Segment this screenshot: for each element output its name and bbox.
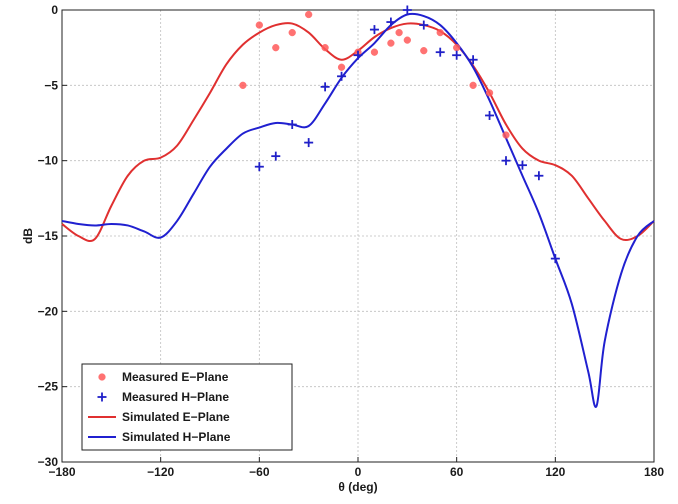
legend-label: Measured E−Plane — [122, 370, 229, 384]
y-tick-label: −15 — [38, 229, 59, 243]
data-point — [419, 20, 429, 30]
data-point — [337, 63, 346, 71]
data-point — [387, 39, 395, 47]
x-tick-label: 0 — [355, 465, 362, 479]
data-point — [501, 156, 511, 166]
data-point — [369, 25, 379, 35]
x-tick-label: −120 — [147, 465, 174, 479]
data-point — [239, 81, 247, 89]
legend-swatch — [98, 373, 106, 381]
legend-box — [81, 363, 293, 451]
data-point — [395, 28, 403, 37]
data-point — [272, 44, 280, 52]
data-point — [320, 82, 330, 92]
data-point — [321, 44, 329, 52]
legend-swatch — [97, 392, 107, 402]
series-line-3 — [61, 12, 655, 408]
data-point — [370, 48, 379, 56]
y-tick-label: −5 — [44, 78, 58, 92]
data-point — [550, 254, 560, 264]
legend: Measured E−Plane Measured H−Plane Simulate… — [81, 363, 293, 451]
data-point — [402, 5, 412, 15]
data-point — [453, 44, 461, 52]
data-point — [255, 21, 263, 29]
data-point — [452, 50, 462, 60]
legend-item: Measured E−Plane — [98, 370, 229, 384]
x-tick-label: −180 — [48, 465, 75, 479]
data-point — [485, 110, 495, 120]
legend-item: Simulated H−Plane — [88, 430, 231, 444]
y-tick-label: 0 — [51, 3, 58, 17]
data-point — [353, 50, 363, 60]
data-point — [436, 28, 444, 37]
y-axis-label: dB — [21, 228, 35, 244]
y-tick-label: −30 — [38, 455, 59, 469]
data-point — [254, 162, 264, 172]
data-point — [534, 171, 544, 181]
legend-label: Simulated E−Plane — [122, 410, 230, 424]
y-axis: 0 −5 −10 −15 −20 −25 −30 — [38, 3, 67, 469]
x-tick-label: 180 — [644, 465, 664, 479]
x-tick-label: 120 — [545, 465, 565, 479]
data-point — [502, 131, 510, 139]
x-axis: −180 −120 −60 0 60 120 180 — [48, 457, 664, 479]
legend-label: Simulated H−Plane — [122, 430, 231, 444]
data-point — [435, 47, 445, 57]
data-point — [468, 55, 478, 65]
series-markers-0 — [239, 10, 510, 139]
data-point — [403, 36, 411, 44]
data-point — [337, 71, 347, 81]
legend-item: Measured H−Plane — [97, 390, 229, 404]
legend-item: Simulated E−Plane — [88, 410, 230, 424]
data-point — [305, 10, 313, 19]
data-point — [386, 17, 396, 27]
y-tick-label: −25 — [38, 380, 59, 394]
data-point — [469, 81, 477, 89]
x-tick-label: −60 — [249, 465, 270, 479]
y-tick-label: −10 — [38, 154, 59, 168]
data-point — [287, 120, 297, 130]
data-point — [485, 89, 494, 97]
grid — [61, 9, 655, 463]
x-tick-label: 60 — [450, 465, 464, 479]
series — [61, 5, 655, 408]
data-point — [304, 138, 314, 148]
x-axis-label: θ (deg) — [338, 480, 377, 494]
data-point — [288, 28, 296, 37]
data-point — [271, 151, 281, 161]
y-tick-label: −20 — [38, 304, 59, 318]
series-markers-1 — [254, 5, 560, 264]
data-point — [517, 160, 527, 170]
data-point — [420, 47, 428, 55]
legend-label: Measured H−Plane — [122, 390, 229, 404]
